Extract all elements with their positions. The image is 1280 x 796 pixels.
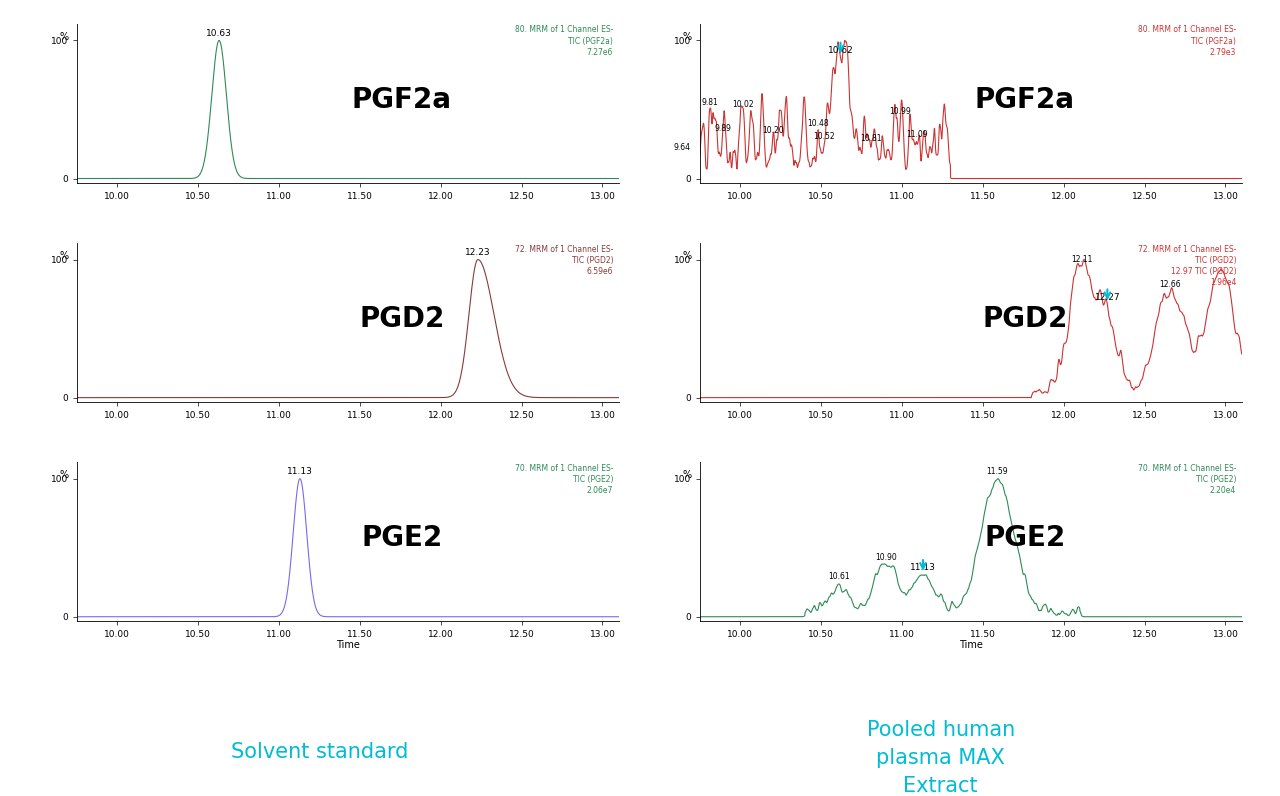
Text: 9.89: 9.89 [714,123,731,133]
Text: %: % [682,32,691,41]
Text: 12.27: 12.27 [1094,293,1120,302]
Text: %: % [60,470,69,480]
Text: 10.62: 10.62 [828,46,854,55]
Text: 72. MRM of 1 Channel ES-
TIC (PGD2)
6.59e6: 72. MRM of 1 Channel ES- TIC (PGD2) 6.59… [515,244,613,275]
Text: 11.13: 11.13 [910,564,936,572]
Text: 10.52: 10.52 [814,132,835,141]
Text: Pooled human
plasma MAX
Extract: Pooled human plasma MAX Extract [867,720,1015,796]
Text: 10.99: 10.99 [890,107,911,116]
X-axis label: Time: Time [959,640,983,650]
Text: PGF2a: PGF2a [352,86,452,114]
Text: 10.63: 10.63 [206,29,232,37]
Text: 9.64: 9.64 [673,143,690,152]
Text: 72. MRM of 1 Channel ES-
TIC (PGD2)
12.97 TIC (PGD2)
1.96e4: 72. MRM of 1 Channel ES- TIC (PGD2) 12.9… [1138,244,1236,287]
Text: PGD2: PGD2 [982,305,1068,334]
Text: 12.11: 12.11 [1071,255,1092,263]
Text: 11.59: 11.59 [987,467,1009,477]
Text: 11.09: 11.09 [906,131,927,139]
Text: 11.13: 11.13 [287,467,312,476]
Text: 80. MRM of 1 Channel ES-
TIC (PGF2a)
7.27e6: 80. MRM of 1 Channel ES- TIC (PGF2a) 7.2… [515,25,613,57]
Text: 10.02: 10.02 [732,100,754,108]
Text: 70. MRM of 1 Channel ES-
TIC (PGE2)
2.20e4: 70. MRM of 1 Channel ES- TIC (PGE2) 2.20… [1138,464,1236,495]
Text: Solvent standard: Solvent standard [232,742,408,763]
Text: 12.23: 12.23 [465,248,490,257]
Text: %: % [682,470,691,480]
Text: 12.66: 12.66 [1160,279,1181,289]
Text: PGF2a: PGF2a [975,86,1075,114]
Text: 80. MRM of 1 Channel ES-
TIC (PGF2a)
2.79e3: 80. MRM of 1 Channel ES- TIC (PGF2a) 2.7… [1138,25,1236,57]
Text: PGE2: PGE2 [984,525,1065,552]
Text: 10.61: 10.61 [828,572,850,581]
Text: 10.48: 10.48 [808,119,828,127]
Text: 10.20: 10.20 [762,127,783,135]
Text: %: % [60,251,69,261]
Text: 70. MRM of 1 Channel ES-
TIC (PGE2)
2.06e7: 70. MRM of 1 Channel ES- TIC (PGE2) 2.06… [515,464,613,495]
X-axis label: Time: Time [335,640,360,650]
Text: 9.81: 9.81 [701,98,718,107]
Text: %: % [60,32,69,41]
Text: 10.90: 10.90 [876,552,897,562]
Text: PGD2: PGD2 [360,305,444,334]
Text: PGE2: PGE2 [361,525,443,552]
Text: %: % [682,251,691,261]
Text: 10.81: 10.81 [860,134,882,143]
